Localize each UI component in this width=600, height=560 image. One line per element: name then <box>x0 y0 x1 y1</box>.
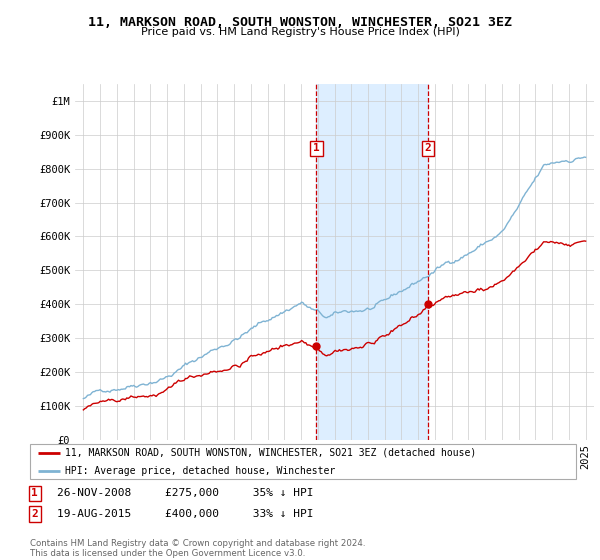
Text: 2: 2 <box>31 509 38 519</box>
Text: 2: 2 <box>425 143 431 153</box>
FancyBboxPatch shape <box>30 444 576 479</box>
Bar <box>316 84 428 440</box>
Text: Contains HM Land Registry data © Crown copyright and database right 2024.
This d: Contains HM Land Registry data © Crown c… <box>30 539 365 558</box>
Text: 11, MARKSON ROAD, SOUTH WONSTON, WINCHESTER, SO21 3EZ (detached house): 11, MARKSON ROAD, SOUTH WONSTON, WINCHES… <box>65 448 477 458</box>
Text: 26-NOV-2008     £275,000     35% ↓ HPI: 26-NOV-2008 £275,000 35% ↓ HPI <box>57 488 314 498</box>
Text: Price paid vs. HM Land Registry's House Price Index (HPI): Price paid vs. HM Land Registry's House … <box>140 27 460 37</box>
Text: 11, MARKSON ROAD, SOUTH WONSTON, WINCHESTER, SO21 3EZ: 11, MARKSON ROAD, SOUTH WONSTON, WINCHES… <box>88 16 512 29</box>
Text: 1: 1 <box>313 143 320 153</box>
Text: 19-AUG-2015     £400,000     33% ↓ HPI: 19-AUG-2015 £400,000 33% ↓ HPI <box>57 509 314 519</box>
Text: HPI: Average price, detached house, Winchester: HPI: Average price, detached house, Winc… <box>65 466 336 476</box>
Text: 1: 1 <box>31 488 38 498</box>
